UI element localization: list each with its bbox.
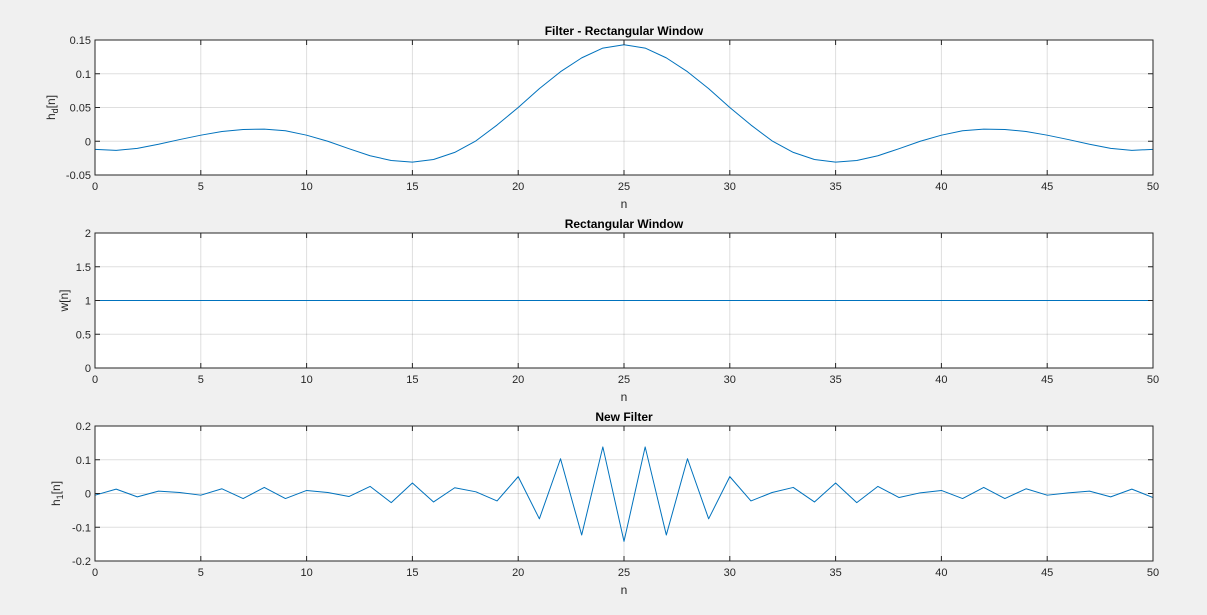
subplot-3-xtick-label: 40 [935, 567, 947, 579]
subplot-3-xtick-label: 20 [512, 567, 524, 579]
subplot-2-ytick-label: 0 [85, 363, 91, 375]
subplot-3-xtick-label: 45 [1041, 567, 1053, 579]
subplot-1-ylabel-sub: d [50, 108, 60, 113]
subplot-1-xtick-label: 45 [1041, 181, 1053, 193]
subplot-3-ytick-label: -0.2 [72, 556, 91, 568]
subplot-3-ylabel-sub: 1 [55, 494, 65, 499]
subplot-3-ylabel-tail: [n] [49, 481, 63, 494]
subplot-1-ytick-label: 0.1 [76, 69, 91, 81]
subplot-2-ticks: 0 5 10 15 20 25 30 35 40 45 50 0 0.5 1 1.5 2 [76, 228, 1159, 386]
subplot-2-xlabel: n [621, 390, 628, 404]
subplot-3-xtick-label: 25 [618, 567, 630, 579]
subplot-3-ytick-label: 0.2 [76, 421, 91, 433]
subplot-3-ytick-label: 0 [85, 489, 91, 501]
subplot-3-ytick-label: -0.1 [72, 522, 91, 534]
subplot-3-xtick-label: 15 [406, 567, 418, 579]
subplot-1-xtick-label: 20 [512, 181, 524, 193]
subplot-2-xtick-label: 5 [198, 374, 204, 386]
subplot-2-xtick-label: 15 [406, 374, 418, 386]
subplot-3: 0 5 10 15 20 25 30 35 40 45 50 -0.2 -0.1 0 0.1 0.2 New … [49, 410, 1159, 597]
subplot-1-ylabel: hd[n] [44, 95, 60, 120]
subplot-2-xtick-label: 35 [829, 374, 841, 386]
subplot-1-xtick-label: 30 [724, 181, 736, 193]
subplot-1-xtick-label: 10 [300, 181, 312, 193]
subplot-3-xtick-label: 35 [829, 567, 841, 579]
subplot-3-ytick-label: 0.1 [76, 455, 91, 467]
subplot-2-ytick-label: 2 [85, 228, 91, 240]
subplot-1-xlabel: n [621, 197, 628, 211]
subplot-3-title: New Filter [595, 410, 653, 424]
subplot-2-xtick-label: 30 [724, 374, 736, 386]
subplot-3-xtick-label: 30 [724, 567, 736, 579]
subplot-3-ticks: 0 5 10 15 20 25 30 35 40 45 50 -0.2 -0.1 0 0.1 0.2 [72, 421, 1159, 579]
subplot-1-plot-area [95, 40, 1153, 175]
subplot-2-xtick-label: 20 [512, 374, 524, 386]
subplot-2-ytick-label: 1 [85, 296, 91, 308]
subplot-3-xlabel: n [621, 583, 628, 597]
subplot-3-series-line [94, 446, 1154, 542]
subplot-3-xtick-label: 50 [1147, 567, 1159, 579]
subplot-3-xtick-label: 5 [198, 567, 204, 579]
subplot-3-plot-area [95, 426, 1153, 561]
subplot-2-xtick-label: 45 [1041, 374, 1053, 386]
subplot-2-ytick-label: 0.5 [76, 329, 91, 341]
subplot-1-ytick-label: -0.05 [66, 170, 91, 182]
subplot-2-ytick-label: 1.5 [76, 262, 91, 274]
subplot-2-xtick-label: 25 [618, 374, 630, 386]
subplot-1-xtick-label: 15 [406, 181, 418, 193]
subplot-2-xtick-label: 50 [1147, 374, 1159, 386]
subplot-1-ylabel-tail: [n] [44, 95, 58, 108]
subplot-3-xtick-label: 10 [300, 567, 312, 579]
subplot-1-xtick-label: 25 [618, 181, 630, 193]
subplot-2-xtick-label: 10 [300, 374, 312, 386]
subplot-1-ytick-label: 0.15 [70, 35, 91, 47]
subplot-3-xtick-label: 0 [92, 567, 98, 579]
subplot-1-title: Filter - Rectangular Window [545, 24, 704, 38]
subplot-3-ylabel: h1[n] [49, 481, 65, 506]
subplot-2-ylabel: w[n] [57, 289, 71, 312]
subplot-2-ylabel-main: w[n] [57, 289, 71, 312]
subplot-3-ylabel-main: h [49, 499, 63, 506]
subplot-1-ytick-label: 0 [85, 136, 91, 148]
subplot-1-xtick-label: 5 [198, 181, 204, 193]
subplot-1-xtick-label: 50 [1147, 181, 1159, 193]
subplot-1-ylabel-main: h [44, 113, 58, 120]
subplot-2: 0 5 10 15 20 25 30 35 40 45 50 0 0.5 1 1.5 2 Rectangula… [57, 217, 1159, 404]
subplot-1-xtick-label: 0 [92, 181, 98, 193]
subplot-2-xtick-label: 40 [935, 374, 947, 386]
subplot-1-xtick-label: 35 [829, 181, 841, 193]
subplot-1-ytick-label: 0.05 [70, 103, 91, 115]
subplot-2-title: Rectangular Window [565, 217, 684, 231]
subplot-2-xtick-label: 0 [92, 374, 98, 386]
subplot-1-xtick-label: 40 [935, 181, 947, 193]
